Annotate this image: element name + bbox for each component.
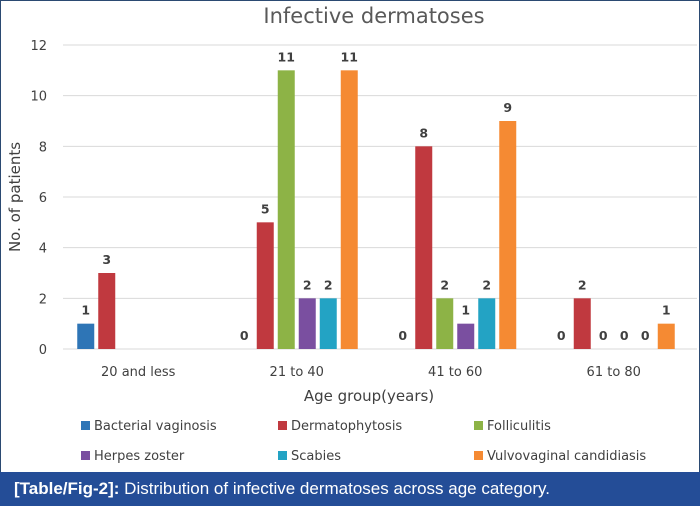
bar-folliculitis (436, 298, 454, 349)
legend-item: Dermatophytosis (278, 419, 402, 434)
legend-label: Folliculitis (487, 419, 551, 434)
x-category-label: 20 and less (101, 365, 176, 380)
bar-bacterial-vaginosis (77, 323, 95, 349)
caption-text: Distribution of infective dermatoses acr… (119, 479, 551, 498)
legend-label: Bacterial vaginosis (94, 419, 217, 434)
data-label: 0 (557, 328, 566, 343)
legend-label: Herpes zoster (94, 449, 185, 464)
data-label: 11 (278, 49, 295, 64)
data-label: 1 (81, 303, 90, 318)
legend-item: Bacterial vaginosis (81, 419, 217, 434)
bar-scabies (478, 298, 496, 349)
bar-herpes-zoster (298, 298, 316, 349)
data-label: 0 (240, 328, 249, 343)
data-label: 5 (261, 201, 270, 216)
bar-dermatophytosis (573, 298, 591, 349)
legend-swatch (81, 451, 90, 460)
data-label: 1 (461, 303, 470, 318)
data-label: 2 (578, 277, 587, 292)
legend-item: Vulvovaginal candidiasis (474, 449, 646, 464)
legend-label: Scabies (291, 449, 341, 464)
y-tick-label: 0 (39, 343, 47, 358)
legend-label: Dermatophytosis (291, 419, 402, 434)
y-tick-label: 6 (39, 191, 47, 206)
bar-vulvovaginal-candidiasis (340, 70, 358, 349)
legend-swatch (278, 421, 287, 430)
legend-label: Vulvovaginal candidiasis (487, 449, 646, 464)
data-label: 2 (482, 277, 491, 292)
data-label: 2 (440, 277, 449, 292)
x-axis-label: Age group(years) (304, 387, 434, 405)
legend-swatch (278, 451, 287, 460)
chart-title: Infective dermatoses (263, 4, 484, 28)
figure-caption: [Table/Fig-2]: Distribution of infective… (0, 472, 700, 506)
bar-vulvovaginal-candidiasis (657, 323, 675, 349)
x-category-label: 61 to 80 (587, 365, 641, 380)
y-axis-label: No. of patients (6, 142, 24, 252)
legend: Bacterial vaginosis Dermatophytosis Follic… (81, 419, 646, 464)
data-label: 2 (324, 277, 333, 292)
legend-swatch (474, 451, 483, 460)
bar-herpes-zoster (457, 323, 475, 349)
legend-item: Herpes zoster (81, 449, 185, 464)
y-tick-label: 12 (30, 39, 47, 54)
y-tick-label: 8 (39, 140, 47, 155)
bar-dermatophytosis (256, 222, 274, 349)
legend-item: Scabies (278, 449, 341, 464)
data-label: 1 (662, 303, 671, 318)
data-label: 3 (102, 252, 111, 267)
data-label: 0 (620, 328, 629, 343)
x-axis-categories: 20 and less 21 to 40 41 to 60 61 to 80 (101, 365, 641, 380)
data-label: 0 (641, 328, 650, 343)
y-axis-ticks: 0 2 4 6 8 10 12 (30, 39, 47, 358)
legend-swatch (474, 421, 483, 430)
x-category-label: 41 to 60 (428, 365, 482, 380)
data-label: 0 (398, 328, 407, 343)
bars (77, 70, 675, 349)
legend-swatch (81, 421, 90, 430)
data-label: 0 (599, 328, 608, 343)
y-tick-label: 4 (39, 242, 47, 257)
bar-dermatophytosis (415, 146, 433, 349)
data-label: 2 (303, 277, 312, 292)
gridlines (63, 44, 697, 350)
data-label: 11 (341, 49, 358, 64)
x-category-label: 21 to 40 (270, 365, 324, 380)
figure-frame: Infective dermatoses 0 2 4 6 8 10 12 1 3 0 5 11 2 2 1… (0, 0, 700, 473)
bar-folliculitis (277, 70, 295, 349)
data-label: 9 (503, 100, 512, 115)
y-tick-label: 2 (39, 292, 47, 307)
data-label: 8 (419, 125, 428, 140)
y-tick-label: 10 (30, 90, 47, 105)
caption-label: [Table/Fig-2]: (14, 479, 120, 498)
legend-item: Folliculitis (474, 419, 551, 434)
bar-scabies (319, 298, 337, 349)
bar-dermatophytosis (98, 273, 116, 349)
bar-vulvovaginal-candidiasis (499, 121, 517, 349)
